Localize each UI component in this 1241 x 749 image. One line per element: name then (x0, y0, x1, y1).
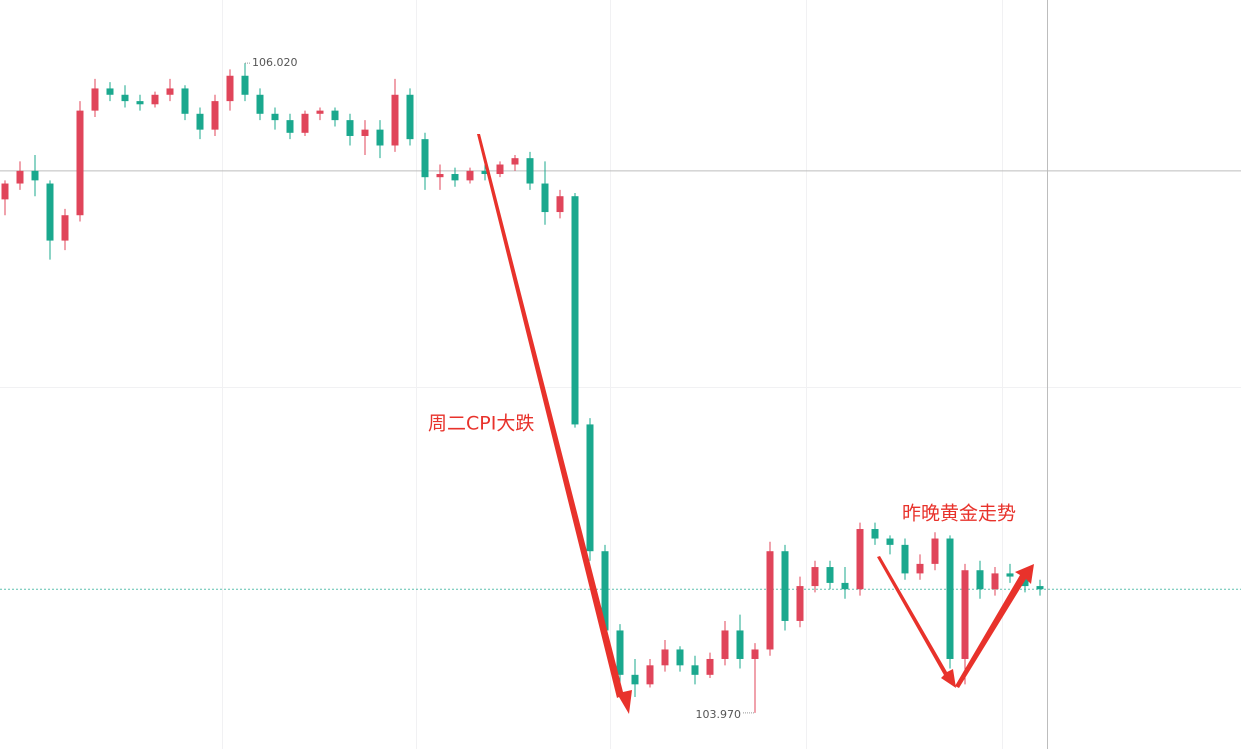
candle-body (211, 101, 219, 130)
candle-body (901, 544, 909, 574)
annotation: 周二CPI大跌 (428, 413, 534, 435)
candle-body (736, 630, 744, 659)
candle-body (61, 215, 69, 241)
candle-body (376, 129, 384, 146)
candle-body (886, 538, 894, 545)
candle-body (481, 170, 489, 175)
candle-body (526, 158, 534, 184)
high-label: 106.020 (252, 56, 298, 69)
candle-body (781, 551, 789, 621)
candle-body (1, 183, 9, 200)
candle-body (1006, 573, 1014, 577)
candle-body (496, 164, 504, 175)
candle-body (691, 665, 699, 675)
candle-body (571, 196, 579, 425)
candle-body (586, 424, 594, 552)
arrow (955, 564, 1034, 688)
candle-body (181, 88, 189, 114)
candle-body (856, 529, 864, 590)
candle-body (871, 529, 879, 539)
candle-body (601, 551, 609, 631)
candle-body (661, 649, 669, 666)
candle-body (106, 88, 114, 95)
candle-body (46, 183, 54, 241)
candle-body (16, 170, 24, 184)
candle-body (646, 665, 654, 685)
candle-body (961, 570, 969, 659)
candle-body (256, 94, 264, 114)
candle-body (976, 570, 984, 590)
candle-body (826, 567, 834, 583)
candle-body (466, 170, 474, 181)
candle-body (556, 196, 564, 213)
candle-body (511, 158, 519, 165)
candle-body (706, 658, 714, 675)
arrow (877, 556, 956, 688)
candle-body (316, 110, 324, 114)
candle-body (766, 551, 774, 650)
candle-body (241, 75, 249, 95)
candle-body (1036, 586, 1044, 590)
candle-body (196, 113, 204, 130)
candle-body (811, 567, 819, 587)
candle-body (136, 101, 144, 105)
candle-body (121, 94, 129, 102)
candle-body (226, 75, 234, 102)
candle-body (331, 110, 339, 121)
arrow (477, 134, 632, 714)
candle-body (391, 94, 399, 146)
candle-body (286, 120, 294, 133)
candle-body (541, 183, 549, 213)
candle-body (1021, 576, 1029, 587)
candle-body (406, 94, 414, 140)
candle-body (361, 129, 369, 136)
candle-body (436, 174, 444, 178)
annotation: 昨晚黄金走势 (902, 503, 1016, 525)
candle-body (721, 630, 729, 659)
candle-body (151, 94, 159, 105)
candle-body (91, 88, 99, 111)
candle-body (166, 88, 174, 95)
candle-body (841, 582, 849, 590)
candle-body (631, 674, 639, 685)
candles: 106.020 103.970 (0, 56, 1241, 721)
candle-body (346, 120, 354, 136)
candle-body (916, 563, 924, 574)
candle-body (676, 649, 684, 666)
candle-body (946, 538, 954, 659)
candle-body (931, 538, 939, 564)
candle-body (451, 174, 459, 181)
candle-body (31, 170, 39, 181)
candle-body (991, 573, 999, 590)
candle-body (751, 649, 759, 659)
arrows (477, 134, 1034, 714)
candle-body (271, 113, 279, 121)
candle-body (616, 630, 624, 675)
candle-body (301, 113, 309, 133)
low-label: 103.970 (696, 708, 742, 721)
candle-body (421, 139, 429, 178)
candle-body (76, 110, 84, 216)
candle-body (796, 586, 804, 621)
